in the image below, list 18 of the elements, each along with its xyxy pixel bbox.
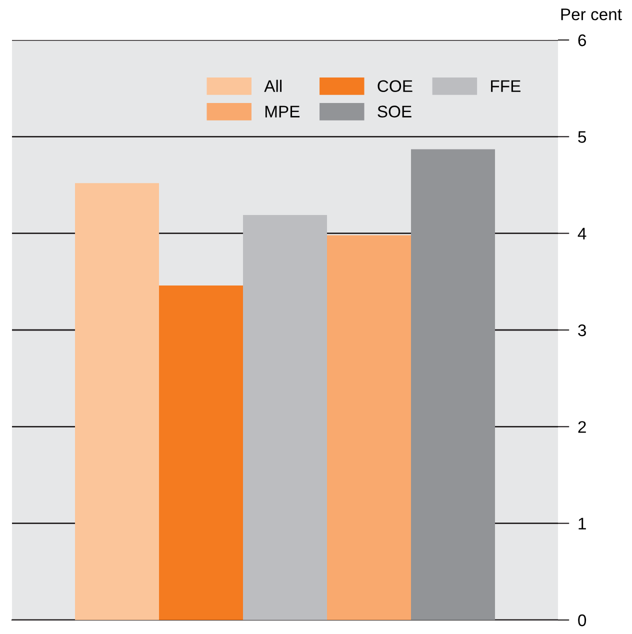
y-axis-title: Per cent bbox=[561, 8, 622, 20]
bar bbox=[159, 286, 243, 620]
y-tick-label: 5 bbox=[578, 131, 586, 143]
bar bbox=[411, 149, 495, 620]
legend-label: All bbox=[264, 80, 282, 92]
legend-label: MPE bbox=[265, 106, 300, 118]
y-tick-label: 4 bbox=[578, 228, 586, 240]
bar bbox=[75, 183, 159, 620]
legend-label: SOE bbox=[378, 106, 412, 118]
y-tick-label: 0 bbox=[578, 614, 586, 626]
y-tick-label: 1 bbox=[578, 518, 586, 530]
y-tick-label: 2 bbox=[578, 421, 586, 433]
y-tick-label: 6 bbox=[578, 34, 586, 46]
bar bbox=[327, 235, 411, 620]
legend-label: FFE bbox=[491, 80, 520, 92]
bar bbox=[243, 214, 327, 620]
legend-label: COE bbox=[378, 80, 412, 92]
y-tick-label: 3 bbox=[578, 324, 586, 336]
